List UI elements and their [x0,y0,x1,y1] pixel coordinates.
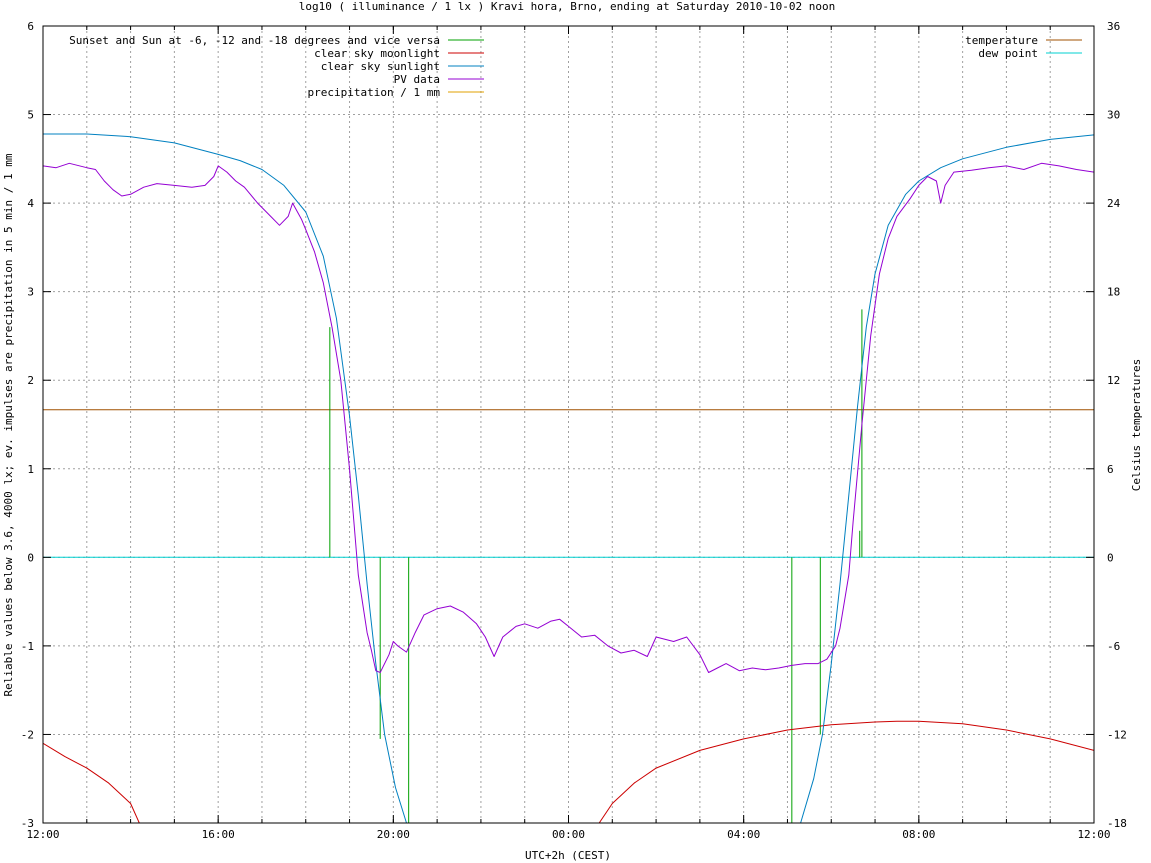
y2-tick-label: 0 [1107,551,1114,564]
x-tick-label: 00:00 [552,828,585,841]
y-tick-label: 4 [27,197,34,210]
y-tick-label: 5 [27,109,34,122]
y-tick-label: 6 [27,20,34,33]
y-tick-label: -1 [21,640,34,653]
y2-tick-label: 12 [1107,374,1120,387]
legend-label: PV data [394,73,440,86]
x-tick-label: 12:00 [1077,828,1110,841]
legend-label: precipitation / 1 mm [308,86,441,99]
y-axis-left: -3 -2 -1 0 1 2 3 4 5 6 [21,20,51,830]
legend-label: clear sky sunlight [321,60,440,73]
y2-tick-label: 24 [1107,197,1121,210]
y2-tick-label: -18 [1107,817,1127,830]
legend-label: temperature [965,34,1038,47]
x-axis: 12:00 16:00 20:00 00:00 04:00 08:00 12:00 [26,26,1111,841]
series-layer [43,133,1094,823]
y-axis-right: -18 -12 -6 0 6 12 18 24 30 36 [1086,20,1127,830]
y2-tick-label: 30 [1107,109,1120,122]
y-tick-label: 2 [27,374,34,387]
series-line-clear-sky-moonlight [43,720,1094,823]
chart-title: log10 ( illuminance / 1 lx ) Kravi hora,… [299,0,835,13]
x-tick-label: 20:00 [377,828,410,841]
y-tick-label: 0 [27,551,34,564]
legend-label: clear sky moonlight [314,47,440,60]
x-tick-label: 04:00 [727,828,760,841]
plot-border [42,25,1095,824]
y2-axis-label: Celsius temperatures [1130,359,1143,491]
x-tick-label: 08:00 [902,828,935,841]
y-axis-label: Reliable values below 3.6, 4000 lx; ev. … [2,153,15,696]
x-tick-label: 12:00 [26,828,59,841]
x-tick-label: 16:00 [202,828,235,841]
y-tick-label: 1 [27,463,34,476]
series-line-pv-data [43,162,1094,673]
grid [43,26,1094,823]
series-line-clear-sky-sunlight [43,133,1094,823]
y2-tick-label: -12 [1107,728,1127,741]
y2-tick-label: 18 [1107,286,1120,299]
y2-tick-label: -6 [1107,640,1120,653]
y-tick-label: 3 [27,286,34,299]
legend-label: dew point [978,47,1038,60]
y-tick-label: -3 [21,817,34,830]
y2-tick-label: 36 [1107,20,1120,33]
x-axis-label: UTC+2h (CEST) [525,849,611,862]
y2-tick-label: 6 [1107,463,1114,476]
y-tick-label: -2 [21,728,34,741]
legend-label: Sunset and Sun at -6, -12 and -18 degree… [69,34,440,47]
legend-left: Sunset and Sun at -6, -12 and -18 degree… [69,34,484,99]
